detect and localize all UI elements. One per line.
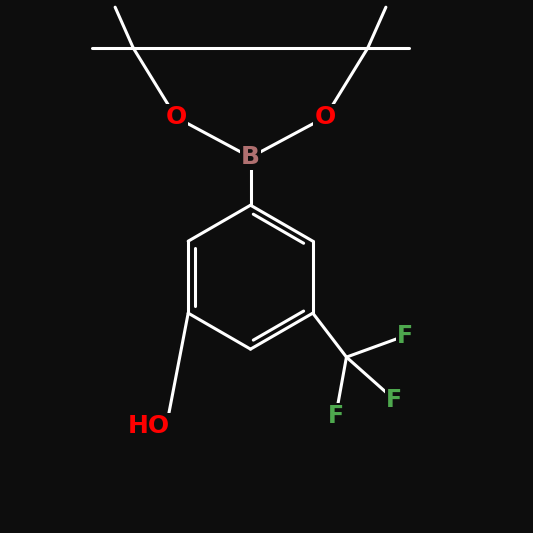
Text: O: O <box>314 105 336 130</box>
Text: O: O <box>165 105 187 130</box>
Text: F: F <box>328 403 344 428</box>
Text: F: F <box>386 387 402 412</box>
Text: F: F <box>397 324 413 348</box>
Text: B: B <box>241 145 260 169</box>
Text: HO: HO <box>128 414 171 439</box>
